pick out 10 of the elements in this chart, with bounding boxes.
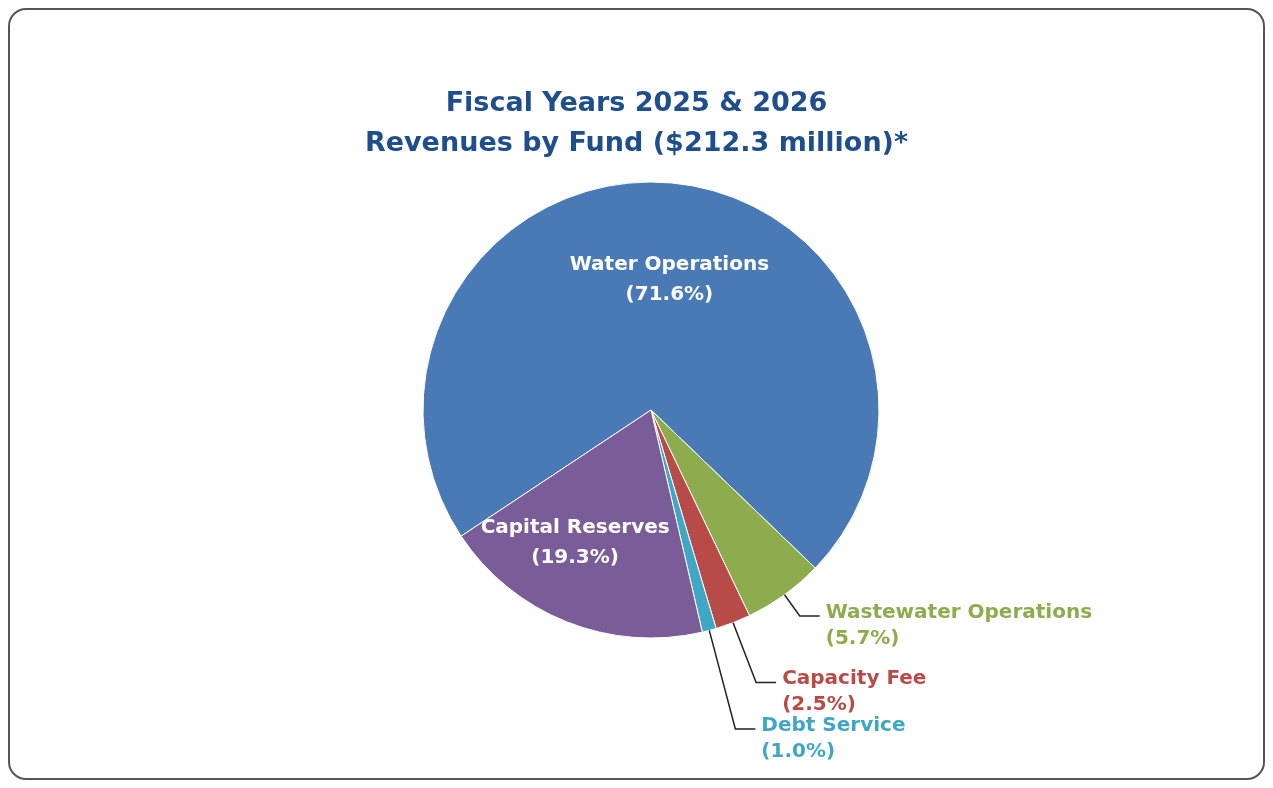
data-label: (5.7%) — [825, 624, 900, 649]
slice-label: Capital Reserves — [480, 514, 670, 539]
slice-label: Wastewater Operations — [825, 598, 1093, 623]
chart-subtitle: Revenues by Fund ($212.3 million)* — [363, 125, 910, 159]
slice-label: Water Operations — [569, 250, 770, 275]
chart-title: Fiscal Years 2025 & 2026 — [444, 85, 829, 119]
slice-label: Capacity Fee — [782, 665, 927, 690]
data-label: (19.3%) — [531, 544, 619, 569]
data-label: (1.0%) — [761, 738, 836, 763]
data-label: (71.6%) — [625, 280, 714, 305]
